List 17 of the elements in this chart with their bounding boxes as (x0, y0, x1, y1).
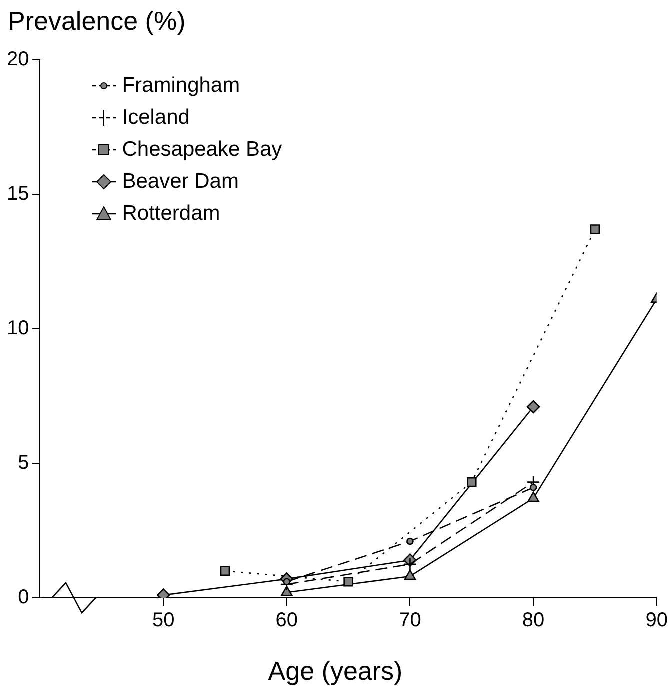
x-tick-label: 90 (646, 610, 668, 632)
legend-label: Beaver Dam (122, 170, 239, 194)
x-tick-label: 70 (399, 610, 422, 632)
y-tick-label: 10 (6, 318, 30, 340)
y-tick-label: 15 (6, 183, 30, 206)
legend-label: Framingham (122, 74, 240, 98)
y-tick-label: 20 (6, 48, 30, 71)
legend-label: Iceland (122, 106, 190, 130)
y-axis-title: Prevalence (%) (8, 6, 186, 37)
legend-label: Chesapeake Bay (122, 138, 282, 162)
y-tick-label: 0 (18, 586, 30, 609)
x-tick-label: 80 (522, 610, 545, 632)
y-tick-label: 5 (18, 452, 30, 474)
legend-label: Rotterdam (122, 202, 220, 226)
x-tick-label: 50 (152, 610, 175, 632)
x-tick-label: 60 (276, 610, 298, 632)
x-axis-title: Age (years) (267, 656, 404, 686)
